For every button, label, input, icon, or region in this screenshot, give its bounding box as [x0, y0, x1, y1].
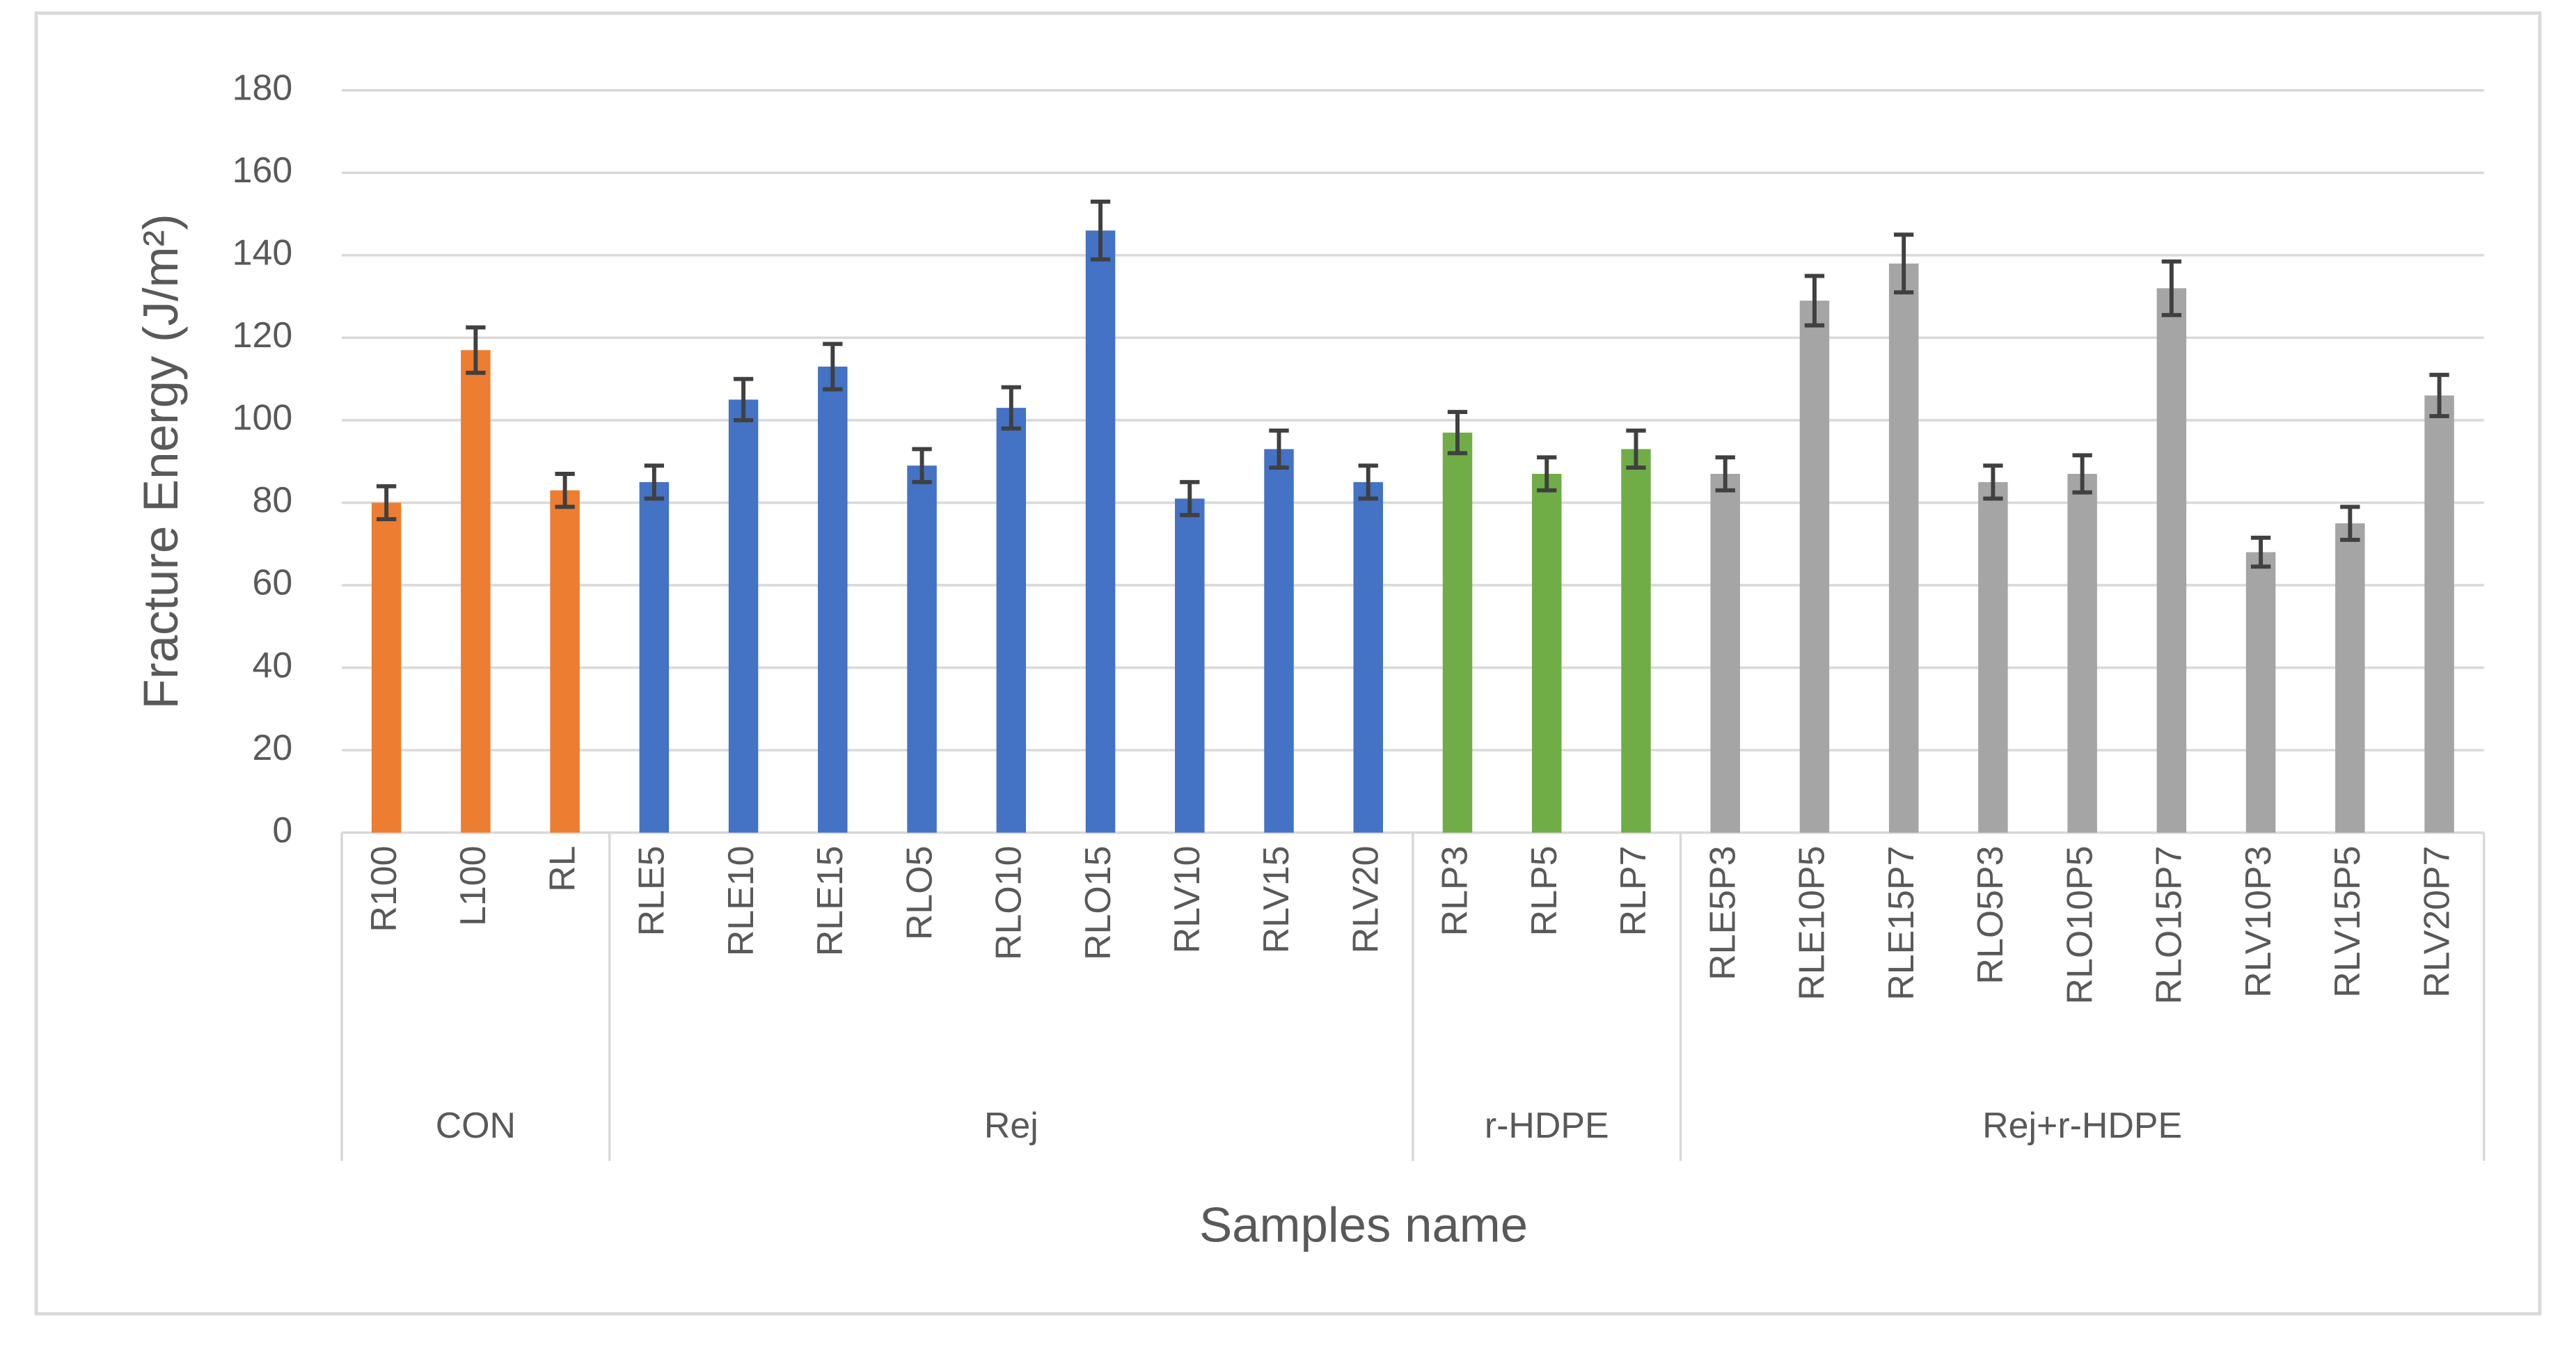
bar — [2245, 552, 2276, 833]
group-label: Rej+r-HDPE — [1982, 1106, 2182, 1146]
bar — [1531, 473, 1562, 833]
x-tick-label: RLO5P3 — [1970, 846, 2011, 985]
x-tick-label: RLO10 — [989, 846, 1029, 960]
y-tick-label: 140 — [232, 233, 293, 273]
bar — [2067, 473, 2097, 833]
x-tick-label: RLE15P7 — [1881, 846, 1922, 1001]
y-tick-label: 100 — [232, 398, 293, 438]
bar — [2156, 288, 2187, 833]
group-label: Rej — [984, 1106, 1038, 1146]
x-tick-label: RLO15P7 — [2149, 846, 2190, 1005]
bar — [550, 490, 580, 833]
bar — [461, 350, 491, 833]
bar — [639, 482, 670, 833]
bar — [728, 399, 759, 833]
y-tick-label: 80 — [252, 480, 292, 520]
bar — [1264, 449, 1294, 833]
bar — [996, 408, 1027, 833]
x-tick-label: RLV20 — [1345, 846, 1386, 954]
bar — [1175, 498, 1205, 833]
y-tick-label: 40 — [252, 645, 292, 685]
x-tick-label: RLV15 — [1256, 846, 1297, 954]
bar — [2424, 395, 2454, 833]
bar — [1888, 263, 1919, 833]
bar — [1353, 482, 1383, 833]
x-tick-label: RLV10 — [1167, 846, 1208, 954]
x-tick-label: RLE5 — [632, 846, 672, 937]
x-tick-label: RLE5P3 — [1702, 846, 1743, 980]
x-tick-label: RLO10P5 — [2060, 846, 2100, 1005]
bar — [1710, 473, 1740, 833]
y-tick-label: 160 — [232, 150, 293, 191]
x-tick-label: RLO15 — [1078, 846, 1119, 960]
bar — [907, 465, 937, 833]
bar — [1442, 432, 1473, 833]
bar — [1978, 482, 2008, 833]
x-tick-label: RLP7 — [1613, 846, 1654, 937]
group-label: r-HDPE — [1485, 1106, 1609, 1146]
bar — [371, 502, 402, 833]
x-tick-label: RLO5 — [899, 846, 940, 941]
x-axis-title: Samples name — [1199, 1197, 1528, 1252]
x-tick-label: RLE15 — [810, 846, 851, 957]
group-label: CON — [436, 1106, 516, 1146]
y-tick-label: 0 — [272, 810, 292, 850]
x-tick-label: RLE10P5 — [1792, 846, 1833, 1001]
x-tick-label: RLE10 — [721, 846, 761, 957]
bar — [1621, 449, 1651, 833]
y-tick-label: 60 — [252, 563, 292, 603]
bar — [1085, 230, 1116, 833]
y-tick-label: 180 — [232, 68, 293, 109]
x-tick-label: RLP5 — [1524, 846, 1565, 937]
x-tick-label: RLV20P7 — [2417, 846, 2457, 998]
x-tick-label: RLV15P5 — [2328, 846, 2368, 998]
y-tick-label: 120 — [232, 315, 293, 356]
x-tick-label: RLP3 — [1435, 846, 1476, 937]
x-tick-label: L100 — [453, 846, 493, 926]
y-tick-label: 20 — [252, 728, 292, 768]
bar — [2335, 523, 2365, 833]
x-tick-label: RLV10P3 — [2238, 846, 2279, 998]
x-tick-label: RL — [542, 846, 583, 892]
bar — [818, 366, 848, 833]
y-axis-title: Fracture Energy (J/m²) — [134, 214, 189, 709]
bar — [1799, 301, 1830, 833]
x-tick-label: R100 — [364, 846, 404, 932]
